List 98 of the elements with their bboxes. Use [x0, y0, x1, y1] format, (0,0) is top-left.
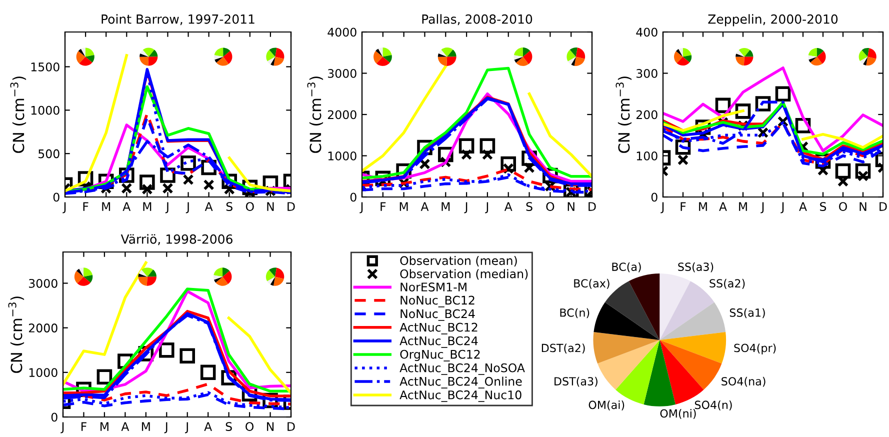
x-tick-label: N: [267, 202, 274, 211]
x-tick-label: A: [799, 202, 807, 211]
legend-label: ActNuc_BC12: [400, 322, 478, 334]
legend-label: NoNuc_BC24: [400, 309, 475, 321]
y-tick-label: 3000: [328, 68, 356, 78]
legend-label: NorESM1-M: [400, 282, 466, 292]
x-tick-label: M: [100, 422, 108, 431]
slice-label: OM(ai): [588, 400, 624, 410]
x-tick-label: O: [839, 202, 847, 211]
x-tick-label: J: [165, 202, 168, 214]
y-axis-title: CN (cm$^{−3}$): [307, 76, 324, 153]
y-axis-title: CN (cm$^{−3}$): [616, 76, 632, 153]
y-tick-label: 100: [636, 151, 658, 160]
x-tick-label: J: [360, 202, 363, 214]
slice-label: BC(ax): [574, 278, 610, 289]
legend-label: Observation (mean): [400, 256, 517, 266]
y-tick-label: 0: [651, 192, 658, 202]
x-tick-label: F: [83, 202, 88, 211]
y-tick-label: 500: [38, 149, 60, 158]
x-tick-label: S: [820, 202, 826, 211]
slice-label: SO4(pr): [734, 344, 776, 354]
y-tick-label: 1000: [328, 151, 356, 160]
x-tick-label: J: [780, 202, 784, 214]
x-tick-label: A: [122, 202, 131, 211]
x-tick-label: J: [60, 422, 64, 434]
x-tick-label: J: [164, 422, 168, 434]
x-tick-label: A: [204, 202, 213, 211]
x-tick-label: S: [526, 202, 532, 211]
legend-label: Observation (median): [400, 269, 528, 280]
x-tick-label: M: [442, 202, 450, 211]
slice-label: DST(a3): [554, 376, 598, 387]
y-tick-label: 2000: [28, 324, 58, 332]
slice-label: DST(a2): [542, 344, 585, 354]
x-tick-label: J: [62, 202, 66, 214]
x-tick-label: A: [504, 202, 512, 211]
chart-title: Zeppelin, 2000-2010: [708, 14, 838, 26]
y-tick-label: 300: [636, 68, 658, 78]
x-tick-label: F: [81, 422, 86, 431]
y-tick-label: 2000: [328, 110, 356, 120]
legend-label: ActNuc_BC24_NoSOA: [400, 363, 525, 375]
x-tick-label: M: [143, 202, 152, 211]
chart-title: Point Barrow, 1997-2011: [102, 14, 254, 26]
legend-label: OrgNuc_BC12: [400, 350, 480, 362]
y-tick-label: 1000: [29, 368, 58, 378]
x-tick-label: D: [288, 202, 295, 211]
x-tick-label: N: [267, 422, 274, 431]
x-tick-label: A: [204, 422, 212, 431]
chart-title: Pallas, 2008-2010: [422, 14, 532, 26]
x-tick-label: F: [380, 202, 386, 211]
x-tick-label: N: [568, 202, 574, 211]
x-tick-label: M: [102, 202, 110, 211]
y-tick-label: 200: [636, 110, 658, 120]
y-tick-label: 400: [636, 28, 658, 37]
x-tick-label: N: [860, 202, 866, 211]
legend-label: ActNuc_BC24_Nuc10: [400, 390, 522, 402]
y-tick-label: 1000: [31, 106, 60, 115]
x-tick-label: J: [485, 202, 488, 214]
slice-label: SO4(na): [722, 376, 766, 387]
legend-label: ActNuc_BC24_Online: [400, 376, 522, 388]
x-tick-label: M: [142, 422, 150, 431]
x-tick-label: J: [660, 202, 664, 214]
x-tick-label: D: [880, 202, 887, 211]
x-tick-label: O: [546, 202, 554, 211]
x-tick-label: M: [400, 202, 408, 211]
x-tick-label: A: [121, 422, 130, 431]
slice-label: SS(a1): [730, 308, 765, 318]
x-tick-label: J: [185, 422, 188, 434]
y-axis-title: CN (cm$^{−3}$): [10, 76, 26, 153]
x-tick-label: M: [699, 202, 707, 211]
y-tick-label: 3000: [28, 278, 58, 288]
x-tick-label: J: [464, 202, 468, 214]
x-tick-label: O: [246, 202, 254, 211]
slice-label: SS(a3): [678, 262, 714, 272]
x-tick-label: J: [760, 202, 764, 214]
x-tick-label: S: [226, 422, 232, 431]
x-tick-label: J: [186, 202, 189, 214]
y-tick-label: 1500: [31, 62, 60, 72]
x-tick-label: D: [288, 422, 295, 431]
slice-label: OM(ni): [660, 409, 696, 419]
x-tick-label: A: [420, 202, 429, 211]
x-tick-label: F: [680, 202, 686, 211]
x-tick-label: D: [588, 202, 596, 211]
chart-title: Värriö, 1998-2006: [120, 234, 232, 246]
slice-label: SS(a2): [710, 278, 745, 289]
x-tick-label: A: [719, 202, 727, 211]
slice-label: BC(a): [612, 262, 641, 272]
y-tick-label: 0: [51, 412, 58, 422]
y-tick-label: 0: [53, 192, 60, 202]
y-axis-title: CN (cm$^{−3}$): [8, 296, 24, 373]
x-tick-label: S: [226, 202, 232, 211]
legend-label: ActNuc_BC24: [400, 336, 478, 348]
y-tick-label: 4000: [328, 28, 356, 37]
legend-label: NoNuc_BC12: [400, 296, 474, 308]
x-tick-label: M: [739, 202, 747, 211]
y-tick-label: 0: [350, 192, 356, 202]
slice-label: BC(n): [560, 308, 590, 318]
x-tick-label: O: [246, 422, 254, 431]
slice-label: SO4(n): [694, 400, 732, 410]
